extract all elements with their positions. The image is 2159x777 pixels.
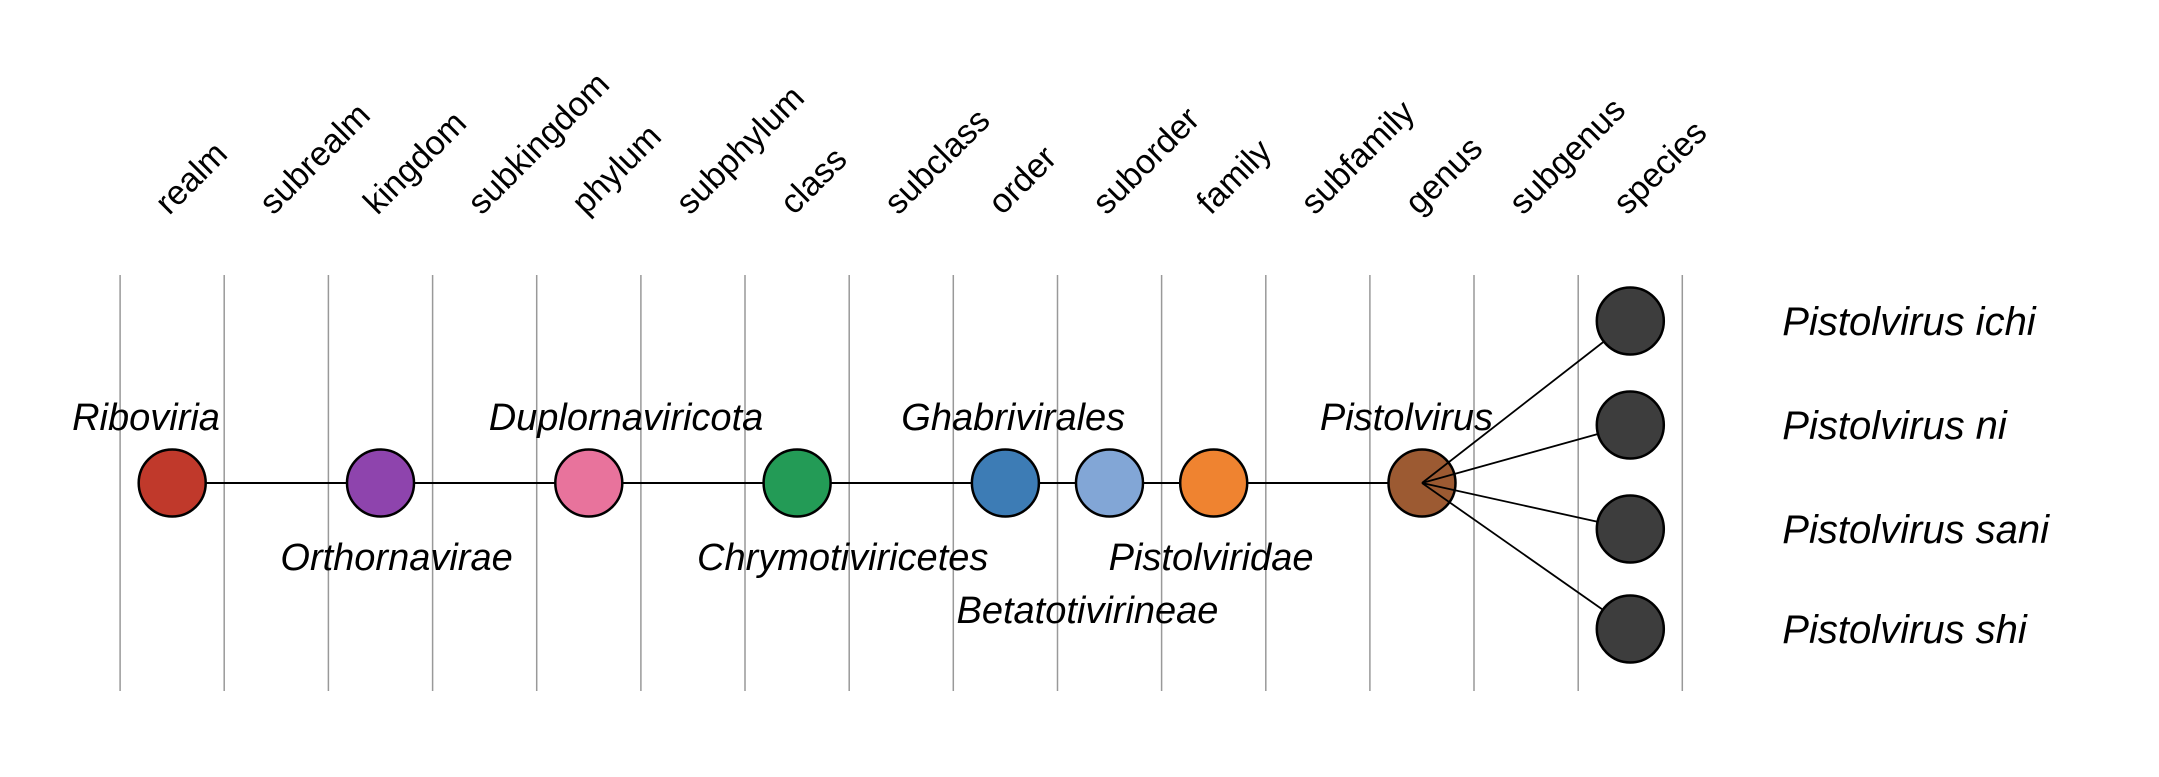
svg-text:genus: genus [1398, 129, 1490, 221]
svg-text:realm: realm [148, 135, 235, 222]
svg-text:order: order [981, 139, 1064, 222]
svg-text:Ghabrivirales: Ghabrivirales [901, 397, 1125, 439]
svg-text:Pistolvirus ichi: Pistolvirus ichi [1782, 300, 2037, 344]
svg-text:Orthornavirae: Orthornavirae [280, 537, 512, 579]
svg-text:Pistolvirus shi: Pistolvirus shi [1782, 608, 2028, 652]
svg-text:Pistolvirus: Pistolvirus [1320, 397, 1493, 439]
svg-text:subrealm: subrealm [252, 96, 378, 222]
svg-text:Pistolvirus ni: Pistolvirus ni [1782, 404, 2008, 448]
svg-text:suborder: suborder [1085, 100, 1207, 222]
svg-text:subclass: subclass [877, 101, 997, 221]
svg-text:Pistolviridae: Pistolviridae [1109, 537, 1314, 579]
svg-text:Pistolvirus sani: Pistolvirus sani [1782, 508, 2050, 552]
svg-text:Betatotivirineae: Betatotivirineae [957, 590, 1219, 632]
svg-text:family: family [1189, 132, 1279, 222]
svg-text:subfamily: subfamily [1294, 93, 1422, 221]
svg-text:phylum: phylum [564, 117, 668, 221]
svg-text:Riboviria: Riboviria [72, 397, 220, 439]
svg-text:species: species [1606, 113, 1714, 221]
svg-text:Chrymotiviricetes: Chrymotiviricetes [697, 537, 988, 579]
svg-text:Duplornaviricota: Duplornaviricota [489, 397, 764, 439]
svg-text:class: class [773, 140, 855, 222]
